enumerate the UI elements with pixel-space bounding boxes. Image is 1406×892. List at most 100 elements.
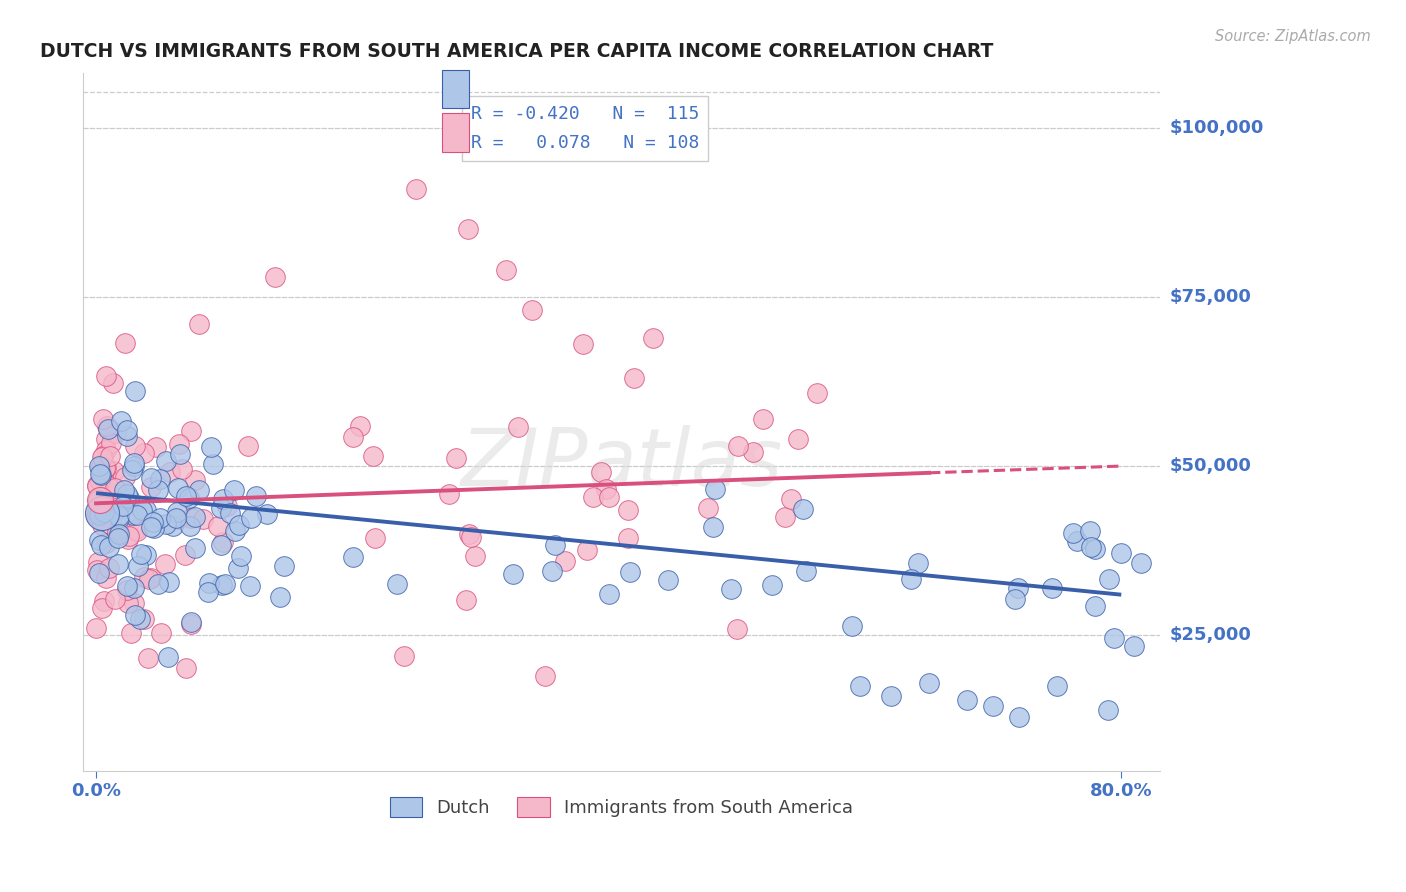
Point (139, 571, 162, 585)
Point (727, 439, 749, 453)
Point (187, 483, 209, 497)
Point (120, 626, 142, 640)
Point (96, 461, 118, 475)
Point (114, 470, 136, 484)
Point (792, 502, 814, 516)
Point (1097, 703, 1119, 717)
Point (94, 460, 117, 475)
Point (131, 502, 153, 516)
Point (617, 531, 640, 545)
Point (657, 574, 679, 588)
Point (841, 618, 863, 632)
Point (84, 508, 107, 523)
Point (363, 449, 385, 463)
Point (187, 317, 209, 331)
Point (97, 509, 120, 524)
Point (918, 675, 941, 690)
Point (122, 456, 145, 470)
Point (212, 534, 235, 549)
Point (105, 425, 128, 440)
Point (239, 579, 262, 593)
Point (697, 501, 720, 516)
Point (387, 577, 409, 591)
Point (533, 669, 555, 683)
Point (90, 467, 112, 482)
Point (89, 538, 111, 552)
Point (86, 477, 108, 491)
Point (141, 470, 163, 484)
Point (1130, 556, 1153, 570)
Text: R = -0.420   N =  115
R =   0.078   N = 108: R = -0.420 N = 115 R = 0.078 N = 108 (471, 104, 699, 152)
Point (166, 505, 188, 519)
Point (1066, 533, 1088, 548)
Point (554, 554, 576, 568)
Point (108, 511, 131, 525)
Point (752, 412, 775, 426)
Text: DUTCH VS IMMIGRANTS FROM SOUTH AMERICA PER CAPITA INCOME CORRELATION CHART: DUTCH VS IMMIGRANTS FROM SOUTH AMERICA P… (41, 42, 994, 61)
Point (212, 491, 235, 506)
Point (349, 419, 371, 434)
Point (142, 515, 165, 529)
Point (89, 492, 111, 507)
Point (98, 561, 121, 575)
Point (86, 563, 108, 577)
Point (107, 531, 129, 545)
Point (86, 555, 108, 569)
Point (103, 592, 125, 607)
Point (229, 549, 252, 563)
Point (134, 612, 156, 626)
Point (180, 511, 202, 525)
Point (112, 496, 135, 510)
Point (124, 459, 146, 474)
Point (741, 444, 763, 458)
Point (166, 512, 188, 526)
Point (1084, 542, 1107, 557)
Point (125, 522, 148, 536)
Point (222, 483, 245, 498)
Point (138, 572, 160, 586)
Point (165, 511, 187, 525)
Point (643, 330, 665, 344)
Point (702, 520, 724, 534)
Point (112, 483, 135, 497)
Point (117, 583, 139, 598)
Point (86, 479, 108, 493)
Point (439, 487, 461, 501)
Bar (441, 113, 468, 152)
Point (1080, 524, 1102, 538)
Point (589, 465, 612, 479)
Point (96, 368, 118, 383)
Point (177, 491, 200, 506)
Point (219, 506, 242, 520)
Point (135, 549, 157, 563)
Point (98, 485, 121, 500)
Point (98, 449, 121, 463)
Point (86, 621, 108, 635)
Point (86, 507, 108, 521)
Point (405, 181, 427, 195)
Point (176, 489, 198, 503)
Point (146, 577, 169, 591)
Point (87, 492, 110, 507)
Point (153, 558, 176, 572)
Point (93, 593, 115, 607)
Point (91, 517, 114, 532)
Point (598, 490, 620, 504)
Point (226, 561, 249, 575)
Point (582, 491, 605, 505)
Point (197, 575, 219, 590)
Bar (441, 70, 468, 108)
Point (456, 593, 478, 607)
Point (184, 510, 207, 524)
Point (159, 465, 181, 479)
Point (179, 518, 201, 533)
Point (201, 457, 224, 471)
Point (93, 473, 115, 487)
Point (180, 615, 202, 630)
Point (94, 442, 117, 457)
Point (90, 600, 112, 615)
Point (87, 566, 110, 580)
Legend: Dutch, Immigrants from South America: Dutch, Immigrants from South America (382, 790, 860, 824)
Point (458, 527, 481, 541)
Point (180, 617, 202, 632)
